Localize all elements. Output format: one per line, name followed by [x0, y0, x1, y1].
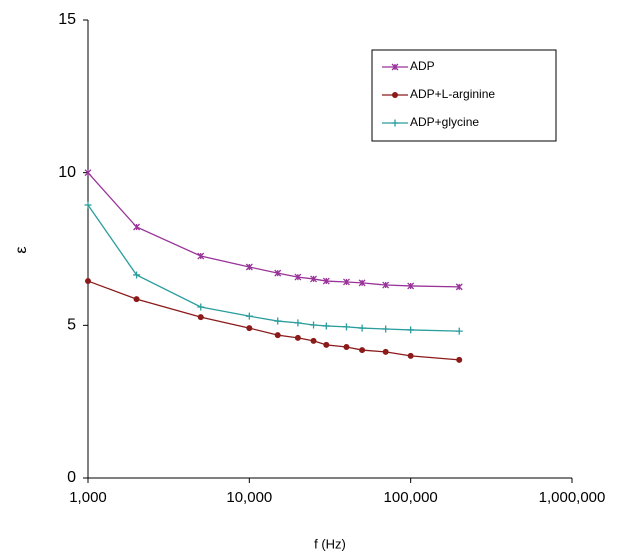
marker: [382, 348, 389, 355]
marker: [342, 323, 350, 331]
y-axis-title: ε: [13, 246, 30, 253]
legend: ADP ADP+L-arginine ADP+glycine: [371, 49, 557, 142]
legend-marker: [391, 119, 399, 127]
marker: [85, 278, 91, 285]
marker: [343, 278, 350, 286]
x-tick-label: 10,000: [226, 489, 272, 506]
y-tick-label: 5: [67, 317, 76, 334]
marker: [294, 273, 302, 281]
marker: [133, 296, 140, 303]
marker: [294, 334, 301, 341]
marker: [359, 347, 366, 354]
marker: [456, 356, 463, 363]
series-line: [87, 172, 460, 288]
marker: [382, 281, 390, 289]
marker: [407, 282, 415, 290]
marker: [84, 169, 92, 177]
marker: [310, 337, 317, 344]
legend-label: ADP+L-arginine: [410, 87, 495, 101]
marker: [358, 324, 366, 332]
marker: [407, 326, 415, 334]
marker: [310, 275, 317, 283]
x-tick-label: 100,000: [384, 489, 438, 506]
legend-marker: [391, 63, 399, 71]
marker: [407, 352, 414, 359]
marker: [197, 303, 205, 311]
marker: [310, 321, 318, 329]
marker: [322, 322, 330, 330]
marker: [323, 341, 330, 348]
x-tick-label: 1,000,000: [539, 489, 606, 506]
y-tick-label: 10: [58, 164, 76, 181]
marker: [197, 314, 204, 321]
legend-label: ADP+glycine: [410, 115, 479, 129]
marker: [274, 269, 282, 277]
series-line: [87, 204, 460, 332]
marker: [84, 201, 92, 209]
marker: [358, 279, 366, 287]
legend-label: ADP: [410, 59, 435, 73]
x-axis-title: f (Hz): [314, 536, 346, 551]
marker: [382, 325, 390, 333]
marker: [274, 317, 282, 325]
x-tick-label: 1,000: [69, 489, 107, 506]
marker: [133, 223, 141, 231]
marker: [455, 283, 463, 291]
marker: [274, 332, 281, 339]
marker: [246, 325, 253, 332]
marker: [245, 312, 253, 320]
marker: [343, 344, 350, 351]
marker: [294, 319, 302, 327]
legend-marker: [392, 92, 398, 98]
marker: [197, 252, 205, 260]
marker: [133, 271, 141, 279]
y-tick-label: 0: [67, 469, 76, 486]
marker: [245, 263, 253, 271]
marker: [322, 277, 330, 285]
y-tick-label: 15: [58, 11, 76, 28]
marker: [455, 327, 463, 335]
